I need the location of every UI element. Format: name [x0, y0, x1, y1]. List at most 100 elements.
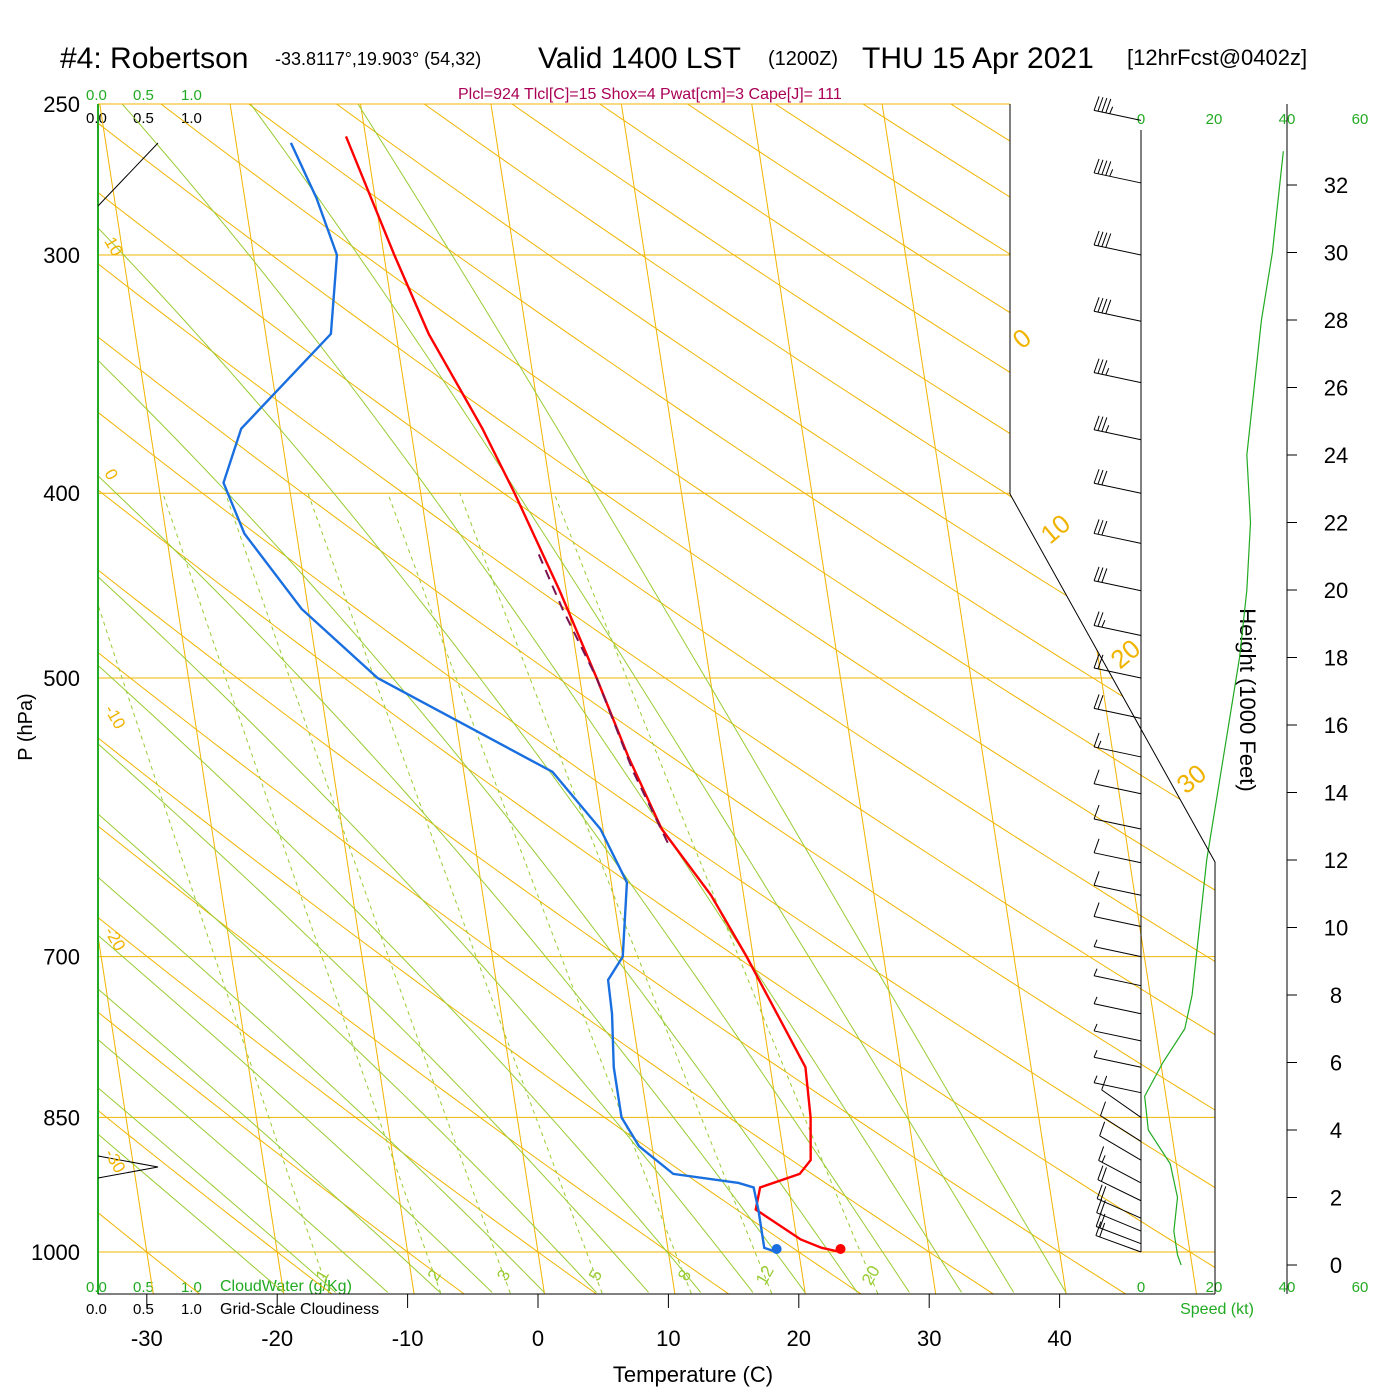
- wind-barb-half-flag: [1093, 996, 1098, 1004]
- wind-barb-staff: [1093, 482, 1142, 494]
- wind-barb-staff: [1099, 1135, 1142, 1161]
- height-tick-label-10: 10: [1324, 916, 1348, 941]
- wind-barb-staff: [1093, 372, 1142, 384]
- height-tick-label-26: 26: [1324, 376, 1348, 401]
- wind-barb-staff: [1100, 1115, 1142, 1142]
- x-axis-label: Temperature (C): [613, 1362, 773, 1387]
- wind-barb-flag: [1097, 567, 1104, 582]
- wind-barb-flag: [1097, 297, 1104, 313]
- wind-barb-staff: [1098, 1159, 1142, 1184]
- wind-barb-975: [1096, 1198, 1142, 1232]
- dewpoint-profile: [222, 142, 778, 1254]
- wind-barb-275: [1093, 158, 1142, 184]
- wind-barb-255: [1093, 96, 1142, 121]
- height-tick-label-6: 6: [1330, 1051, 1342, 1076]
- wind-barb-flag: [1093, 611, 1100, 626]
- wind-barb-825: [1093, 1075, 1142, 1094]
- wind-barb-staff: [1093, 818, 1142, 830]
- wind-barb-flag: [1097, 469, 1104, 485]
- height-tick-label-32: 32: [1324, 173, 1348, 198]
- moist-adiabat-36: [98, 104, 1015, 1293]
- height-tick-label-16: 16: [1324, 713, 1348, 738]
- x-tick-label-0: 0: [532, 1326, 544, 1351]
- moist-adiabat-28: [98, 104, 910, 1293]
- dry-adiabat-0: [98, 104, 850, 1294]
- moist-adiabat-4: [98, 104, 597, 1293]
- wind-barb-half-flag: [1097, 740, 1102, 748]
- wind-barb-775: [1093, 1023, 1142, 1042]
- moist-adiabat-40: [223, 104, 1067, 1293]
- wind-barb-750: [1093, 996, 1142, 1015]
- wind-barb-half-flag: [1093, 939, 1098, 947]
- wind-barb-flag: [1097, 654, 1104, 670]
- isotherm-10: [490, 104, 703, 1294]
- isotherm--30: [98, 104, 181, 1294]
- wind-barb-flag: [1098, 1146, 1105, 1161]
- wind-barb-350: [1093, 358, 1142, 384]
- wind-barb-400: [1093, 469, 1142, 494]
- wind-barb-550: [1093, 732, 1142, 758]
- mixing-ratio-label-12: 12: [752, 1262, 778, 1288]
- moist-adiabat--16: [98, 104, 336, 1293]
- mixing-ratio-3: [224, 493, 520, 1294]
- isotherm-label-right-6: 10: [1035, 508, 1076, 550]
- wind-barb-staff: [1093, 746, 1142, 758]
- height-tick-label-20: 20: [1324, 578, 1348, 603]
- valid-time: Valid 1400 LST: [538, 42, 741, 75]
- wind-barb-half-flag: [1109, 169, 1114, 177]
- dry-adiabat-20: [98, 104, 1131, 1294]
- moist-adiabat-32: [98, 104, 962, 1293]
- x-tick-label--20: -20: [261, 1326, 293, 1351]
- moist-adiabat-24: [98, 104, 858, 1293]
- wind-barb-staff: [1096, 1198, 1142, 1219]
- isotherm-40: [881, 104, 1094, 1294]
- mixing-ratio-12: [459, 493, 782, 1294]
- wind-barb-300: [1093, 230, 1142, 256]
- cloud-top-black-1: 0.5: [133, 110, 154, 127]
- mixing-ratio-label-5: 5: [585, 1266, 606, 1284]
- wind-barb-flag: [1101, 360, 1108, 375]
- cloud-top-black-2: 1.0: [181, 110, 202, 127]
- cloudwater-label: CloudWater (g/Kg): [220, 1278, 352, 1295]
- speed-bottom-20: 20: [1206, 1279, 1223, 1296]
- dry-adiabat-150: [253, 104, 1215, 1294]
- speed-top-0: 0: [1137, 111, 1145, 128]
- dry-adiabat--40: [98, 104, 287, 1294]
- pressure-tick-250: 250: [43, 92, 80, 117]
- wind-barb-flag: [1100, 1186, 1107, 1201]
- moist-adiabat-12: [98, 104, 702, 1293]
- wind-barb-staff: [1097, 1179, 1142, 1202]
- wind-barb-425: [1093, 519, 1142, 544]
- wind-barb-flag: [1097, 520, 1104, 535]
- wind-barb-flag: [1105, 161, 1112, 176]
- moist-adiabat-8: [98, 104, 649, 1293]
- wind-barb-flag: [1101, 520, 1108, 536]
- moist-adiabat--4: [98, 104, 493, 1293]
- wind-barb-675: [1093, 902, 1142, 928]
- valid-zulu: (1200Z): [768, 48, 838, 70]
- wind-barb-staff: [1093, 884, 1142, 896]
- height-tick-label-18: 18: [1324, 646, 1348, 671]
- pressure-tick-300: 300: [43, 243, 80, 268]
- mixing-ratio-label-20: 20: [858, 1262, 884, 1288]
- wind-barb-staff: [1093, 946, 1142, 958]
- wind-barb-800: [1093, 1050, 1142, 1068]
- wind-barb-flag: [1101, 160, 1108, 175]
- isotherm-label-left-0: 10: [101, 234, 127, 260]
- isotherm--20: [99, 104, 312, 1294]
- speed-top-20: 20: [1206, 111, 1223, 128]
- surface-dewpoint-marker: [771, 1244, 782, 1254]
- wind-barb-staff: [1093, 916, 1142, 928]
- x-tick-label-10: 10: [656, 1326, 680, 1351]
- isotherm-20: [620, 104, 833, 1294]
- wind-barb-flag: [1096, 1184, 1103, 1199]
- wind-barb-flag: [1097, 359, 1104, 374]
